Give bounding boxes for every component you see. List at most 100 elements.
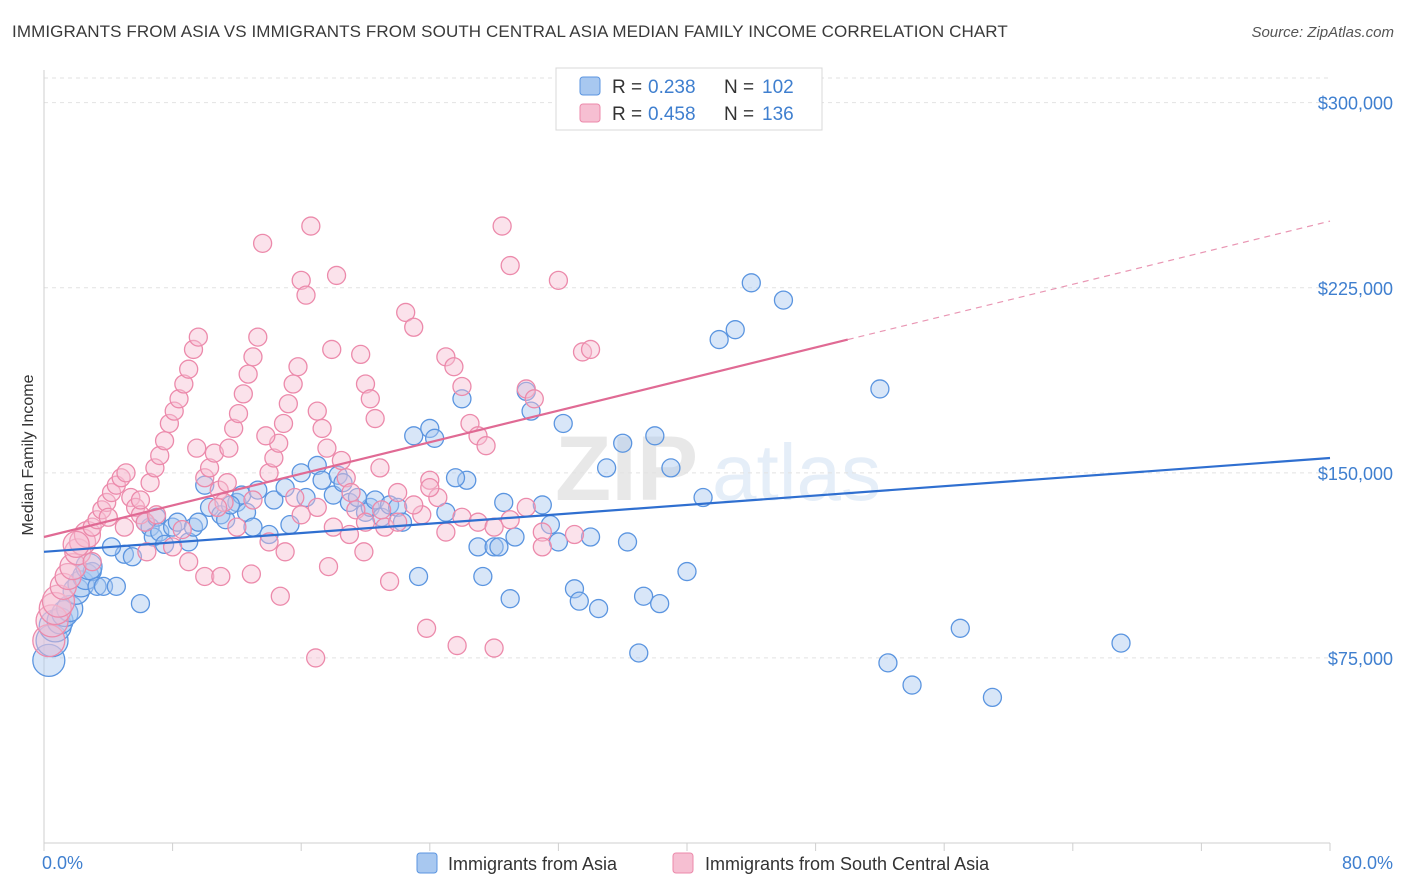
point-south-central-asia	[35, 604, 69, 638]
point-south-central-asia	[355, 374, 376, 394]
point-south-central-asia	[150, 445, 170, 466]
point-south-central-asia	[516, 497, 536, 518]
point-south-central-asia	[291, 270, 311, 291]
point-south-central-asia	[370, 458, 390, 478]
point-south-central-asia	[296, 285, 316, 305]
point-south-central-asia	[195, 566, 215, 587]
point-asia	[424, 428, 445, 448]
point-south-central-asia	[285, 487, 305, 508]
point-asia	[505, 527, 525, 547]
point-south-central-asia	[248, 327, 268, 347]
point-asia	[468, 537, 488, 557]
point-south-central-asia	[204, 443, 225, 463]
point-asia	[404, 426, 424, 446]
point-south-central-asia	[447, 635, 467, 656]
point-south-central-asia	[532, 522, 552, 542]
legend-n-value-blue: 102	[762, 77, 794, 98]
point-south-central-asia	[354, 542, 374, 562]
point-south-central-asia	[484, 517, 504, 537]
y-tick-label: $300,000	[1318, 94, 1393, 114]
point-south-central-asia	[207, 497, 228, 518]
point-south-central-asia	[404, 495, 424, 515]
point-south-central-asia	[420, 477, 440, 498]
point-asia	[484, 537, 504, 557]
point-south-central-asia	[326, 265, 347, 286]
point-asia	[596, 458, 617, 478]
point-asia	[613, 433, 633, 453]
point-asia	[617, 532, 638, 552]
chart-source: Source: ZipAtlas.com	[1251, 24, 1394, 41]
point-south-central-asia	[484, 638, 504, 658]
y-tick-label: $75,000	[1328, 649, 1393, 669]
point-asia	[982, 687, 1003, 708]
point-south-central-asia	[97, 492, 117, 513]
trend-line-south-central-asia	[43, 338, 849, 539]
point-south-central-asia	[436, 522, 456, 542]
point-asia	[633, 586, 654, 606]
legend-r-value-pink: 0.458	[648, 104, 696, 125]
point-asia	[693, 487, 713, 508]
legend-r-label: R =	[612, 104, 642, 125]
y-tick-label: $225,000	[1318, 279, 1393, 299]
point-south-central-asia	[331, 450, 352, 471]
point-south-central-asia	[307, 401, 327, 421]
point-asia	[445, 468, 466, 488]
point-south-central-asia	[264, 448, 284, 468]
legend-n-label: N =	[724, 104, 754, 125]
point-asia	[548, 532, 569, 552]
point-south-central-asia	[371, 500, 392, 520]
point-asia	[553, 413, 573, 434]
point-asia	[457, 470, 477, 490]
point-south-central-asia	[243, 490, 263, 510]
point-south-central-asia	[159, 413, 180, 434]
point-south-central-asia	[580, 339, 601, 360]
chart-title: IMMIGRANTS FROM ASIA VS IMMIGRANTS FROM …	[12, 22, 1008, 41]
point-south-central-asia	[114, 517, 135, 537]
point-south-central-asia	[224, 418, 244, 439]
point-south-central-asia	[318, 556, 339, 577]
point-south-central-asia	[283, 374, 303, 394]
point-south-central-asia	[137, 542, 157, 562]
point-south-central-asia	[323, 517, 344, 537]
point-asia	[773, 290, 794, 310]
x-tick-min: 0.0%	[42, 853, 83, 873]
point-south-central-asia	[288, 357, 308, 377]
point-asia	[312, 470, 332, 490]
bottom-legend-label-blue: Immigrants from Asia	[448, 854, 618, 874]
point-south-central-asia	[476, 436, 496, 456]
y-axis-label: Median Family Income	[20, 374, 37, 535]
point-south-central-asia	[195, 468, 215, 488]
point-south-central-asia	[145, 458, 165, 478]
point-south-central-asia	[516, 379, 536, 399]
series-asia	[32, 273, 1131, 708]
point-south-central-asia	[365, 408, 385, 429]
point-south-central-asia	[82, 552, 102, 572]
bottom-legend-label-pink: Immigrants from South Central Asia	[705, 854, 990, 874]
point-asia	[950, 618, 970, 638]
legend-n-value-pink: 136	[762, 104, 794, 125]
point-asia	[870, 379, 890, 399]
point-asia	[408, 566, 429, 587]
trend-line-asia	[43, 456, 1331, 553]
point-asia	[106, 576, 126, 597]
point-south-central-asia	[217, 473, 237, 493]
point-south-central-asia	[278, 394, 298, 414]
point-south-central-asia	[428, 487, 448, 508]
point-asia	[67, 570, 95, 598]
point-south-central-asia	[154, 431, 175, 451]
point-south-central-asia	[387, 512, 408, 532]
point-south-central-asia	[452, 507, 472, 527]
point-south-central-asia	[387, 482, 408, 503]
point-asia	[1111, 633, 1131, 653]
trend-line-south-central-asia-extension	[847, 220, 1331, 341]
point-asia	[629, 643, 649, 663]
point-south-central-asia	[322, 339, 342, 360]
point-asia	[725, 320, 745, 340]
point-south-central-asia	[548, 270, 569, 291]
point-south-central-asia	[179, 552, 199, 572]
point-asia	[420, 418, 440, 439]
point-south-central-asia	[351, 344, 371, 365]
point-asia	[188, 512, 208, 532]
point-south-central-asia	[360, 389, 380, 409]
